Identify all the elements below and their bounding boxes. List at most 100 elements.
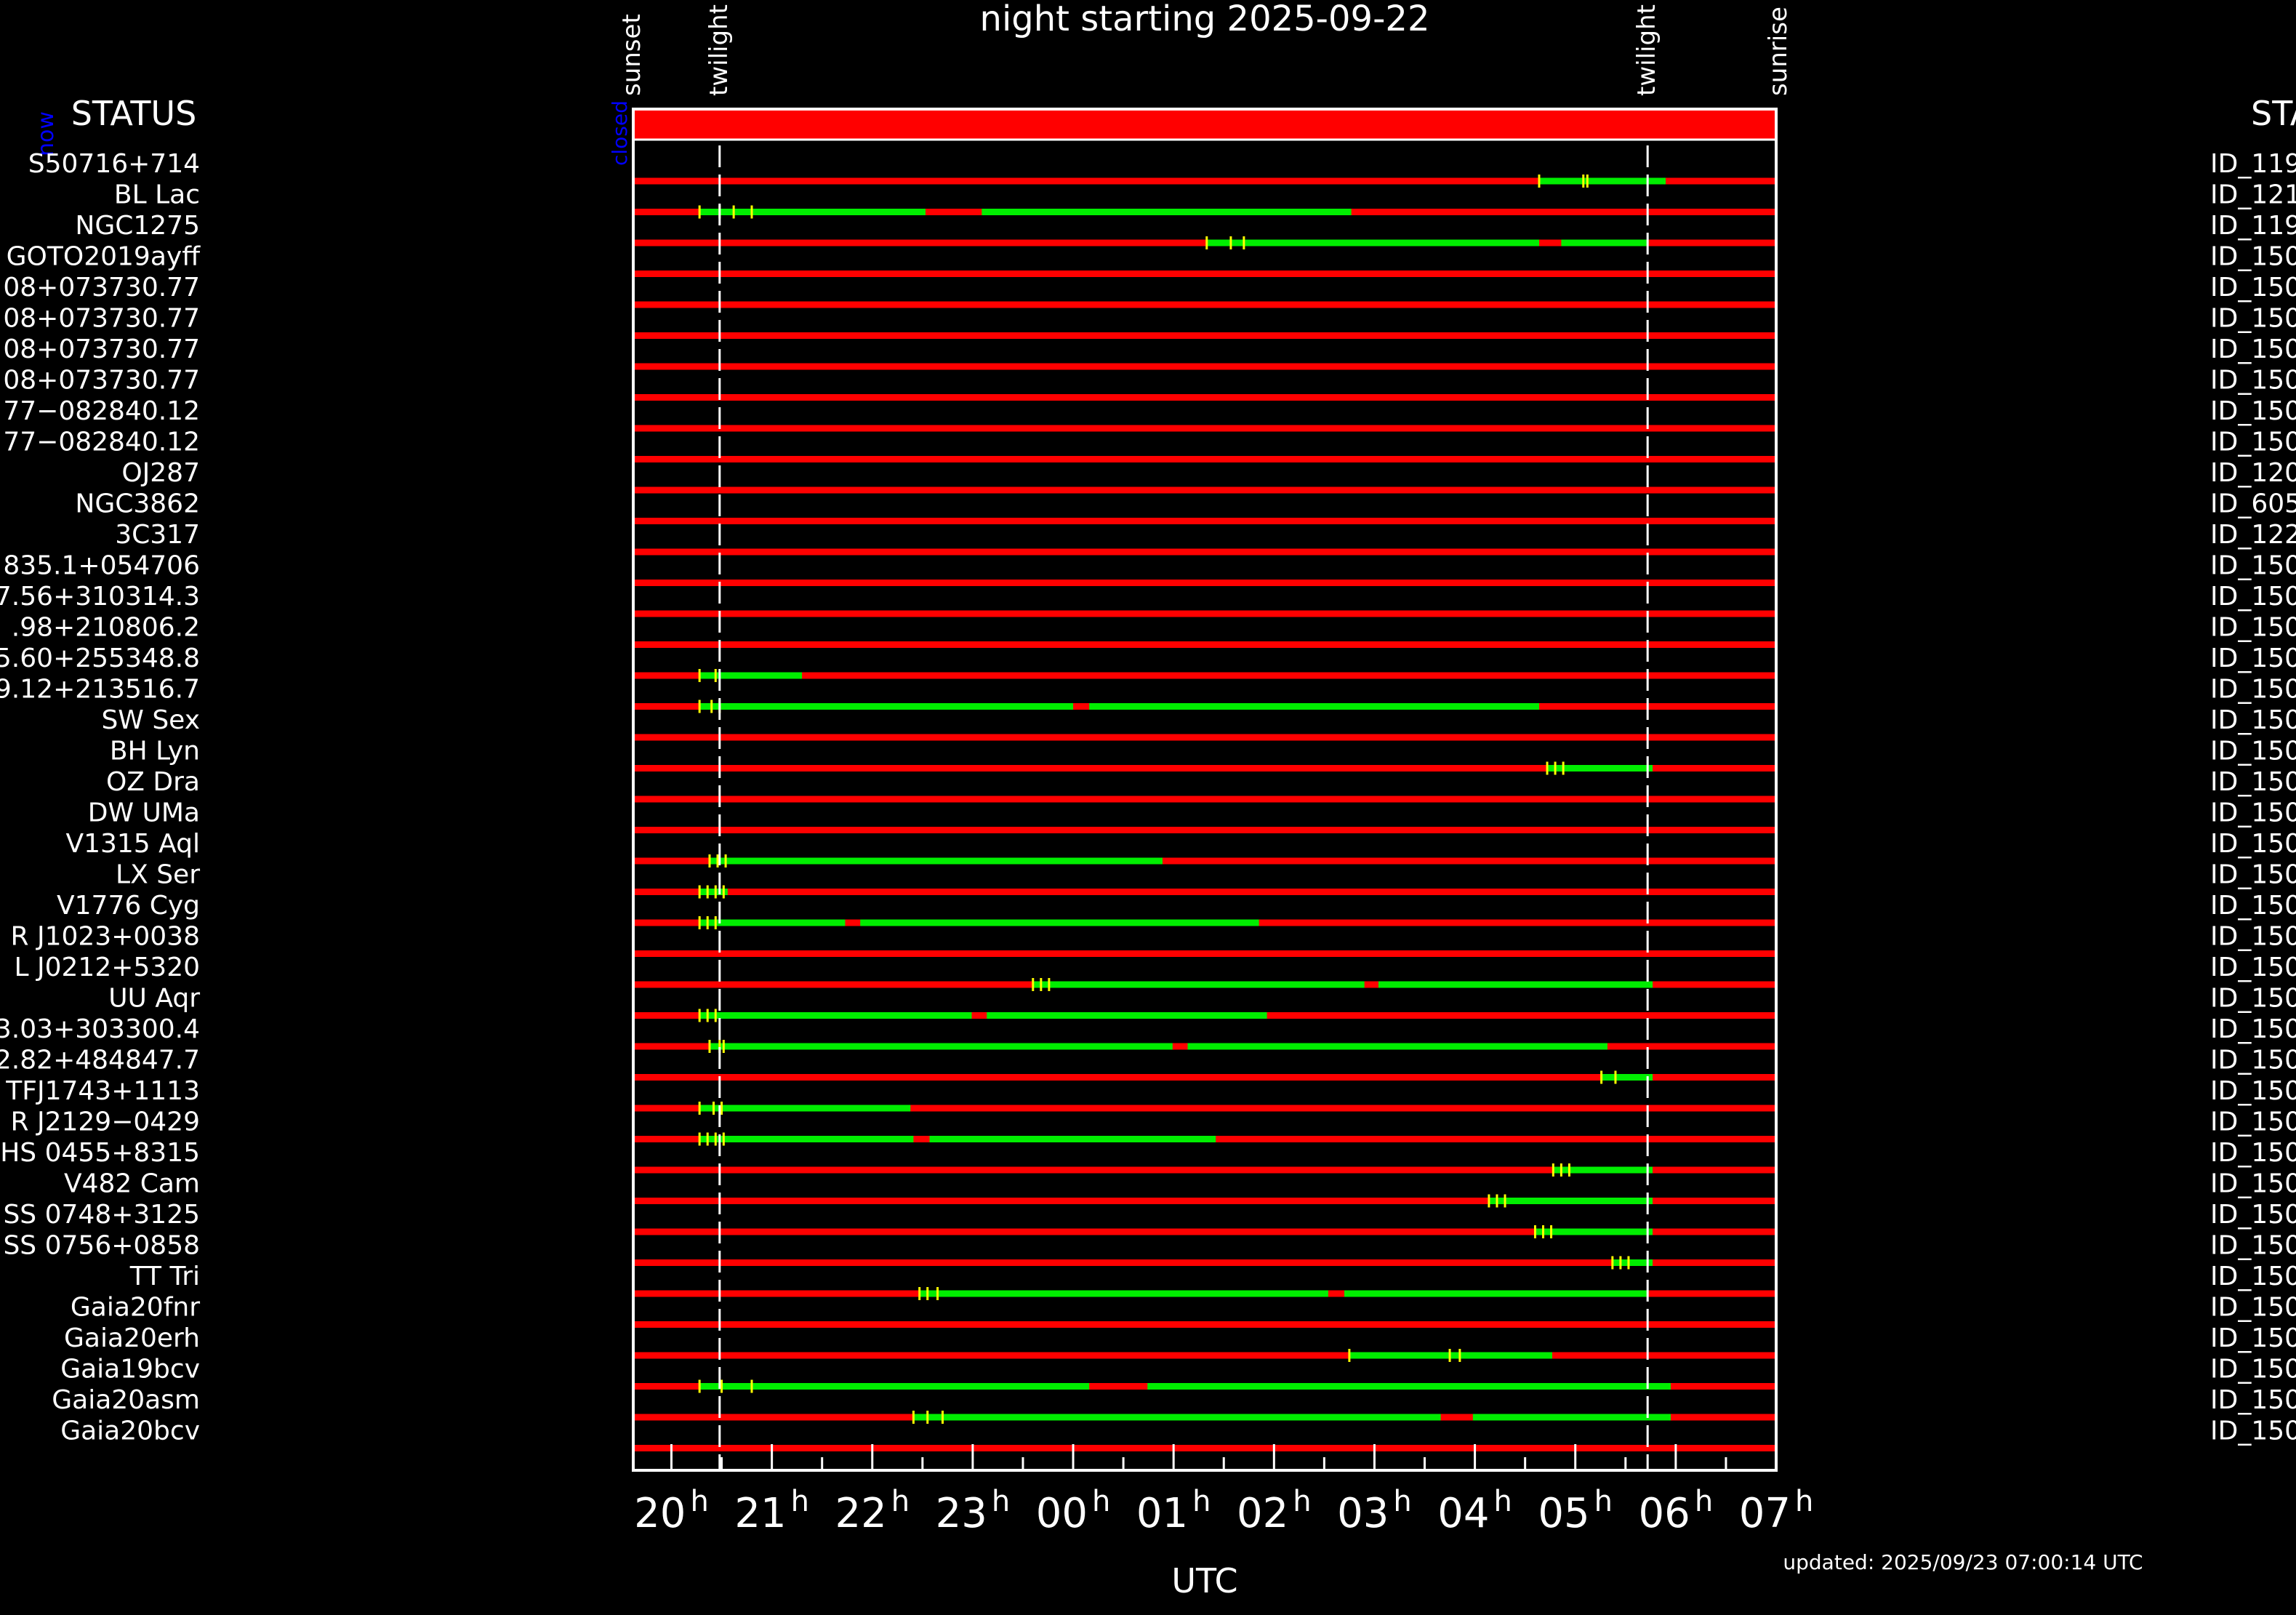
observation-marker — [1546, 761, 1549, 775]
unavailable-bar — [633, 796, 1776, 803]
target-id: ID_150 — [2210, 860, 2296, 890]
observation-marker — [1533, 1225, 1536, 1238]
target-name: Gaia20fnr — [71, 1293, 200, 1323]
observation-marker — [708, 854, 711, 867]
target-id: ID_150 — [2210, 1231, 2296, 1261]
target-row: TT Tri ID_150 — [129, 1262, 2296, 1300]
tick-label: 23 h — [936, 1485, 1011, 1537]
observable-segment — [699, 1105, 911, 1112]
target-row: L J0212+5320 ID_150 — [14, 953, 2296, 991]
target-row: R J1023+0038 ID_150 — [11, 922, 2296, 957]
observation-marker — [1560, 1163, 1562, 1177]
target-name: 08+073730.77 — [3, 273, 200, 302]
event-labels: sunset twilight twilight sunrise — [617, 4, 1793, 96]
unavailable-bar — [633, 950, 1776, 957]
unavailable-bar — [633, 1198, 1776, 1204]
target-row: 08+073730.77 ID_150 — [3, 304, 2296, 339]
observable-segment — [1147, 1383, 1671, 1390]
target-name: GOTO2019ayff — [7, 242, 201, 272]
unavailable-bar — [633, 1259, 1776, 1266]
observation-marker — [714, 669, 717, 682]
target-id: ID_150 — [2210, 334, 2296, 364]
observation-marker — [1032, 978, 1035, 991]
tick-label: 00 h — [1036, 1485, 1111, 1537]
unavailable-bar — [633, 518, 1776, 524]
unavailable-bar — [633, 548, 1776, 556]
target-id: ID_121 — [2210, 180, 2296, 210]
target-name: Gaia20asm — [52, 1385, 200, 1415]
target-id: ID_150 — [2210, 1138, 2296, 1168]
target-name: SW Sex — [101, 705, 200, 735]
observable-segment — [1187, 1043, 1607, 1050]
observable-segment — [1472, 1414, 1671, 1421]
event-twilight-evening-label: twilight — [705, 4, 734, 96]
observation-marker — [722, 885, 725, 899]
unavailable-bar — [633, 1105, 1776, 1112]
target-id: ID_150 — [2210, 551, 2296, 581]
event-twilight-morning-label: twilight — [1632, 4, 1661, 96]
target-id: ID_150 — [2210, 644, 2296, 673]
observation-marker — [718, 1040, 721, 1053]
target-id: ID_150 — [2210, 1262, 2296, 1291]
observation-marker — [706, 1009, 709, 1022]
target-name: V482 Cam — [64, 1169, 200, 1199]
observation-marker — [708, 1040, 711, 1053]
target-id: ID_150 — [2210, 1416, 2296, 1446]
observation-marker — [732, 205, 735, 219]
event-sunset-label: sunset — [617, 14, 646, 96]
observation-marker — [716, 854, 719, 867]
target-id: ID_150 — [2210, 1169, 2296, 1199]
observation-marker — [1552, 1163, 1554, 1177]
observable-segment — [1601, 1074, 1653, 1081]
observation-marker — [1448, 1349, 1451, 1362]
target-id: ID_150 — [2210, 922, 2296, 952]
tick-label: 06 h — [1639, 1485, 1714, 1537]
target-row: Gaia20fnr ID_150 — [71, 1293, 2296, 1328]
status-bar: now closed — [33, 100, 1776, 166]
target-row: V1315 Aql ID_150 — [65, 829, 2296, 867]
target-id: ID_150 — [2210, 1200, 2296, 1230]
observation-marker — [1348, 1349, 1351, 1362]
observation-marker — [698, 1009, 701, 1022]
unavailable-bar — [633, 610, 1776, 617]
observation-marker — [936, 1287, 939, 1300]
target-id: ID_150 — [2210, 273, 2296, 302]
observable-segment — [982, 209, 1352, 215]
unavailable-bar — [633, 177, 1776, 185]
target-name: OJ287 — [121, 458, 200, 488]
closed-label: closed — [608, 100, 632, 166]
target-id: ID_150 — [2210, 798, 2296, 828]
target-row: 08+073730.77 ID_150 — [3, 273, 2296, 308]
status-label-right: STAT — [2251, 94, 2296, 133]
target-row: 835.1+054706 ID_150 — [3, 551, 2296, 586]
tick-label: 22 h — [835, 1485, 910, 1537]
observation-marker — [710, 700, 713, 713]
target-name: BL Lac — [114, 180, 200, 210]
target-row: TFJ1743+1113 ID_150 — [5, 1076, 2296, 1115]
unavailable-bar — [633, 827, 1776, 833]
observation-marker — [706, 1132, 709, 1146]
observation-marker — [714, 1009, 717, 1022]
observation-marker — [714, 1132, 717, 1146]
observation-marker — [1243, 236, 1245, 249]
observation-marker — [720, 1102, 723, 1115]
target-row: Gaia20bcv ID_150 — [60, 1416, 2296, 1451]
target-id: ID_150 — [2210, 1107, 2296, 1137]
now-label: now — [33, 111, 59, 156]
target-id: ID_150 — [2210, 304, 2296, 334]
unavailable-bar — [633, 332, 1776, 339]
target-row: 9.12+213516.7 ID_150 — [0, 675, 2296, 713]
observation-marker — [698, 700, 701, 713]
target-row: .98+210806.2 ID_150 — [12, 613, 2296, 648]
observation-marker — [1538, 175, 1541, 188]
target-row: R J2129−0429 ID_150 — [11, 1107, 2296, 1146]
target-id: ID_119 — [2210, 211, 2296, 241]
observation-marker — [1496, 1194, 1498, 1208]
target-id: ID_150 — [2210, 1355, 2296, 1384]
target-row: 3C317 ID_122 — [115, 520, 2296, 556]
observable-segment — [709, 857, 1163, 865]
target-row: 5.60+255348.8 ID_150 — [0, 644, 2296, 682]
target-row: S50716+714 ID_119 — [28, 149, 2296, 188]
